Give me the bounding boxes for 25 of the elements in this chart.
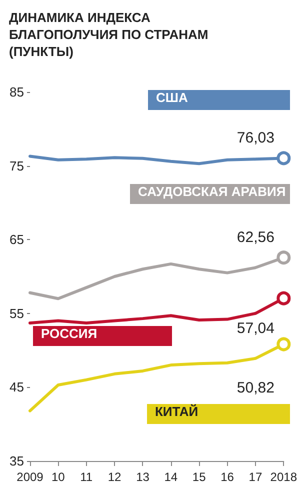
name-tag: САУДОВСКАЯ АРАВИЯ <box>130 184 290 204</box>
x-tick-label: 2009 <box>16 470 44 484</box>
y-tick-label: 35 <box>10 454 24 468</box>
data-label: 76,03 <box>236 130 274 147</box>
y-tick-label: 45 <box>10 380 24 395</box>
y-tick-label: 85 <box>10 84 24 100</box>
x-tick-label: 17 <box>248 470 262 484</box>
x-tick-label: 14 <box>164 470 178 484</box>
x-tick-label: 15 <box>192 470 206 484</box>
x-tick-label: 12 <box>108 470 122 484</box>
x-tick-label: 11 <box>80 470 93 484</box>
y-tick-label: 55 <box>10 306 24 321</box>
name-tag: КИТАЙ <box>147 404 290 424</box>
y-tick-label: 75 <box>10 158 24 174</box>
x-tick-label: 2018 <box>270 470 298 484</box>
chart-title: ДИНАМИКА ИНДЕКСА БЛАГОПОЛУЧИЯ ПО СТРАНАМ (ПУНКТЫ) <box>9 10 212 59</box>
x-tick-label: 13 <box>136 470 150 484</box>
y-tick-label: 65 <box>10 232 24 248</box>
data-label: 50,82 <box>236 380 274 397</box>
x-tick-label: 10 <box>52 470 66 484</box>
data-label: 57,04 <box>236 320 274 337</box>
name-tag: РОССИЯ <box>33 326 172 346</box>
x-tick-label: 16 <box>220 470 234 484</box>
data-label: 62,56 <box>236 229 274 246</box>
name-tag: США <box>148 90 290 110</box>
